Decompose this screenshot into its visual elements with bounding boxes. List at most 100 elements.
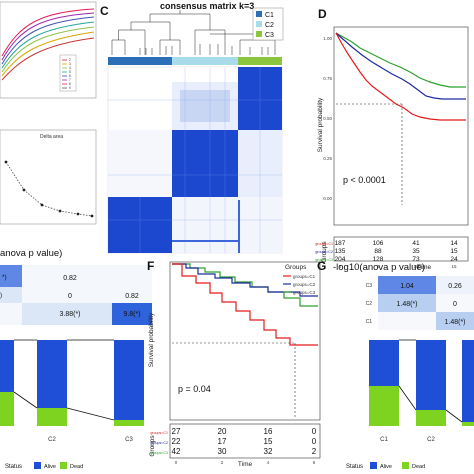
g-stacked-bars: C1 C2 (369, 339, 474, 443)
d-curve-c2 (335, 32, 466, 100)
g-cell: 1.04 (400, 283, 414, 290)
d-ytick: 0.00 (323, 196, 332, 201)
d-xtick: 0 (339, 264, 342, 269)
f-xtick: 4 (267, 460, 270, 465)
svg-text:C2: C2 (48, 437, 56, 443)
svg-text:): ) (0, 292, 2, 299)
risk-value: 17 (218, 437, 227, 446)
cdf-legend-label: 4 (69, 66, 71, 70)
risk-value: 35 (412, 248, 420, 255)
svg-text:C3: C3 (125, 437, 133, 443)
risk-value: 27 (172, 427, 181, 436)
panel-f: F Survival probability p = 0.04 Groups g… (147, 259, 321, 468)
risk-value: 15 (450, 248, 458, 255)
risk-value: 22 (172, 437, 181, 446)
risk-value: 135 (335, 248, 346, 255)
panel-letter-d: D (318, 7, 327, 21)
risk-value: 106 (373, 240, 384, 247)
left-cell: 0 (68, 293, 72, 300)
g-status-legend: Status Alive Dead (346, 462, 425, 470)
cdf-legend (59, 54, 77, 92)
left-heatmap-panel: anova p value) *) ) 0.82 0 0.82 3.88(*) … (0, 248, 152, 325)
g-legend-alive: Alive (380, 464, 392, 470)
risk-row-label: groups=C1 (150, 431, 168, 435)
risk-value: 42 (172, 447, 181, 456)
g-cell: 0.26 (448, 283, 462, 290)
cluster-bar-c3 (238, 57, 282, 65)
risk-row-label: groups=C2 (315, 250, 333, 254)
svg-text:*): *) (2, 274, 7, 281)
d-xlabel: Time (417, 264, 432, 271)
left-legend-alive: Alive (44, 464, 56, 470)
f-xlabel: Time (238, 461, 253, 468)
risk-row-label: groups=C1 (315, 242, 333, 246)
f-ylabel: Survival probability (148, 312, 155, 367)
f-legend-c2: groups=C2 (293, 282, 316, 287)
left-legend-dead: Dead (70, 464, 83, 470)
f-pvalue: p = 0.04 (178, 384, 211, 394)
g-legend-dead: Dead (412, 464, 425, 470)
f-risk-groups-label: Groups (149, 435, 156, 457)
left-delta-panel: Delta area (0, 129, 97, 225)
risk-value: 16 (264, 427, 273, 436)
left-cell: 3.88(*) (59, 311, 80, 318)
left-bar-panel: C2 C3 Status Alive Dead (0, 339, 144, 470)
risk-value: 20 (218, 427, 227, 436)
left-cell: 0.82 (125, 293, 139, 300)
legend-c1: C1 (265, 12, 274, 19)
f-legend-c3: groups=C3 (293, 290, 316, 295)
cluster-bar-c1 (108, 57, 172, 65)
panel-d: D Survival probability 1.00 0.75 0.50 0.… (315, 7, 469, 271)
f-curve-c1 (172, 263, 318, 346)
risk-value: 30 (218, 447, 227, 456)
f-risk-table (169, 423, 321, 459)
d-pvalue: p < 0.0001 (343, 175, 386, 185)
risk-row-label: groups=C3 (150, 451, 168, 455)
f-xtick: 0 (175, 460, 178, 465)
d-curve-c1 (335, 32, 466, 121)
cluster-bar-c2 (172, 57, 238, 65)
cdf-legend-label: 5 (69, 70, 71, 74)
d-ytick: 0.75 (323, 76, 332, 81)
cdf-legend-label: 3 (69, 62, 71, 66)
f-xtick: 2 (221, 460, 224, 465)
d-ytick: 1.00 (323, 36, 332, 41)
left-cell: 0.82 (63, 275, 77, 282)
f-legend: Groups groups=C1 groups=C2 groups=C3 (283, 264, 316, 295)
g-status-label: Status (346, 464, 363, 470)
panel-c: C consensus matrix k=3 (100, 1, 284, 254)
risk-value: 15 (264, 437, 273, 446)
block-c2 (172, 130, 238, 197)
f-xtick: 6 (313, 460, 316, 465)
g-title: -log10(anova p value) (333, 262, 425, 273)
g-row-label: C3 (366, 283, 373, 289)
risk-value: 0 (312, 437, 317, 446)
d-ytick: 0.25 (323, 156, 332, 161)
d-risk-table (333, 236, 469, 262)
risk-value: 88 (374, 248, 382, 255)
legend-c3: C3 (265, 32, 274, 39)
legend-c2: C2 (265, 22, 274, 29)
g-heatmap: C3 C2 C1 1.04 0.26 1.48(*) 0 1.48(*) (366, 276, 474, 330)
d-ylabel: Survival probability (317, 97, 324, 152)
panel-g: G -log10(anova p value) C3 C2 C1 1.04 0.… (317, 259, 474, 470)
km-plot-f (169, 261, 321, 421)
cdf-legend-label: 6 (69, 74, 71, 78)
risk-value: 14 (450, 240, 458, 247)
risk-value: 73 (412, 256, 420, 263)
risk-row-label: groups=C3 (315, 258, 333, 262)
risk-value: 24 (450, 256, 458, 263)
risk-row-label: groups=C2 (150, 441, 168, 445)
cdf-legend-label: 2 (69, 58, 71, 62)
d-xtick: 5 (377, 264, 380, 269)
d-curve-c3 (335, 32, 466, 88)
panel-letter-g: G (317, 259, 326, 273)
cdf-legend-label: 9 (69, 86, 71, 90)
delta-title: Delta area (40, 134, 63, 140)
panel-c-legend: C1 C2 C3 (252, 7, 284, 41)
d-xtick: 15 (451, 264, 457, 269)
f-curve-c3 (172, 263, 318, 307)
panel-c-title: consensus matrix k=3 (160, 1, 254, 11)
